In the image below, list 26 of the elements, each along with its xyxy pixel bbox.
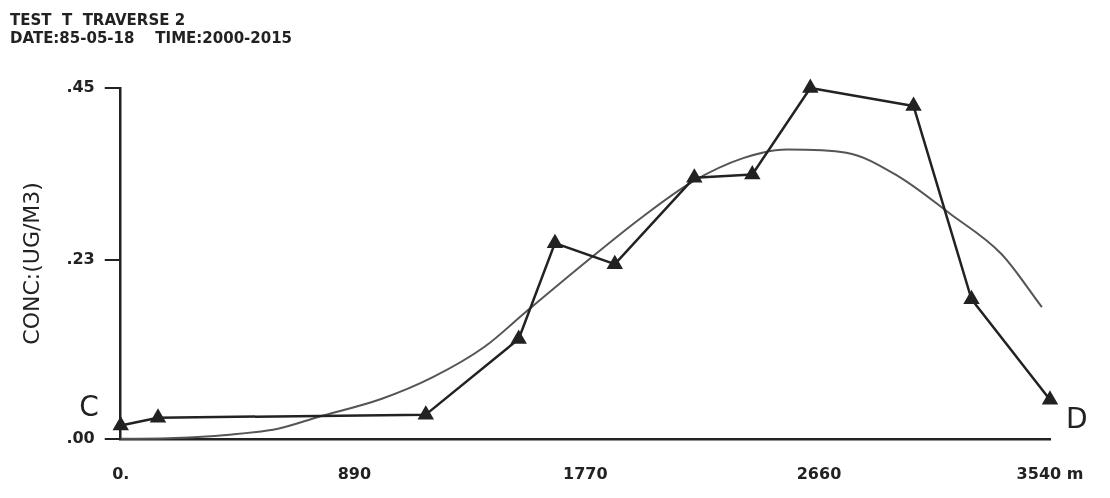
point bbox=[547, 234, 563, 248]
x-tick-label: 0. bbox=[112, 463, 130, 483]
point bbox=[150, 409, 166, 423]
x-tick-label: 2660 bbox=[796, 463, 842, 483]
x-tick-label: 1770 bbox=[563, 463, 608, 483]
point bbox=[607, 255, 623, 269]
text: C bbox=[79, 390, 99, 424]
x-tick-label: 890 bbox=[337, 463, 372, 483]
line-series bbox=[119, 148, 1043, 440]
point bbox=[418, 406, 434, 420]
y-tick-label: .45 bbox=[66, 77, 95, 97]
chart-subtitle: DATE:85-05-18 TIME:2000-2015 bbox=[10, 28, 293, 47]
point bbox=[113, 417, 129, 431]
x-tick-label: 3540 m bbox=[1016, 463, 1084, 483]
text: D bbox=[1066, 402, 1088, 436]
point bbox=[803, 79, 818, 93]
point bbox=[687, 169, 702, 183]
point bbox=[906, 97, 921, 111]
y-tick-label: .00 bbox=[66, 427, 95, 447]
y-axis-title: CONC:(UG/M3) bbox=[18, 182, 44, 345]
point bbox=[964, 291, 979, 305]
chart-title: TEST T TRAVERSE 2 bbox=[10, 10, 186, 29]
y-tick-label: .23 bbox=[66, 248, 95, 268]
point bbox=[511, 330, 527, 344]
point bbox=[1042, 391, 1058, 405]
point bbox=[745, 166, 760, 180]
